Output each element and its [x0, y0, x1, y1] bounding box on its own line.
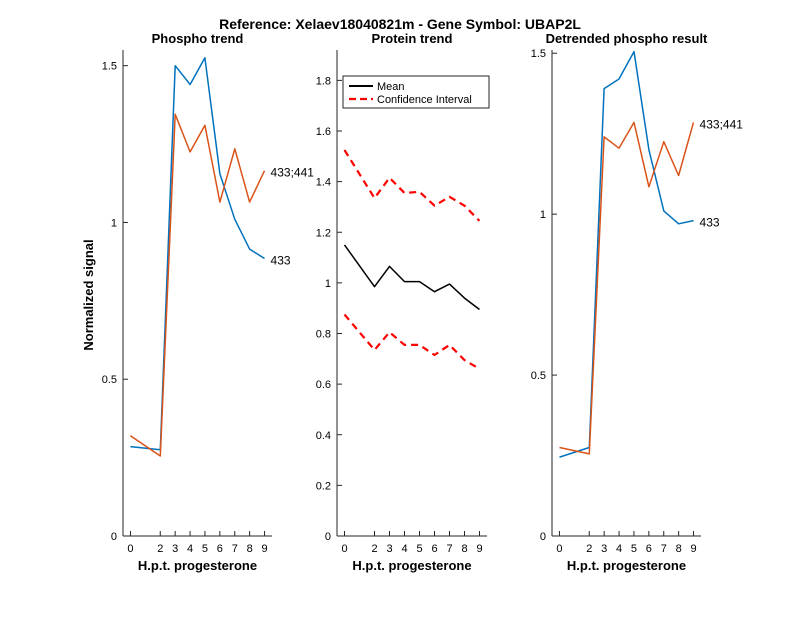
chart-3-x-tick-label: 4: [616, 543, 622, 555]
chart-1-panel: 0 0.5 1 1.5 0 2 3 4 5 6 7 8 9 Phospho trend H.p.t. pro…: [81, 31, 314, 573]
chart-2-legend-label: Confidence Interval: [377, 94, 472, 106]
chart-2-series-2-line: [343, 149, 481, 222]
chart-3-y-tick-label: 0.5: [531, 370, 546, 382]
chart-1-y-tick-label: 0.5: [102, 374, 117, 386]
chart-2-x-tick-label: 3: [386, 543, 392, 555]
chart-3-title: Detrended phospho result: [546, 31, 708, 46]
chart-1-y-tick-label: 0: [111, 531, 117, 543]
chart-2-y-tick-label: 0: [325, 531, 331, 543]
chart-3-series-label: 433: [700, 216, 720, 230]
chart-3-x-tick-label: 0: [556, 543, 562, 555]
chart-2-legend-label: Mean: [377, 81, 405, 93]
chart-1-x-tick-label: 5: [202, 543, 208, 555]
chart-2-y-tick-label: 0.8: [316, 329, 331, 341]
chart-3-series-1-line: [559, 50, 694, 458]
chart-2-panel: 0 0.2 0.4 0.6 0.8 1 1.2 1.4 1.6 1.8 0 2 3 4 5 6 7 8 9 Prote…: [316, 31, 490, 573]
chart-2-x-tick-label: 2: [371, 543, 377, 555]
chart-1-x-tick-label: 7: [232, 543, 238, 555]
chart-2-x-label: H.p.t. progesterone: [352, 558, 471, 573]
chart-1-series-label: 433;441: [271, 166, 315, 180]
chart-3-x-tick-label: 8: [676, 543, 682, 555]
chart-1-x-tick-label: 9: [261, 543, 267, 555]
chart-2-title: Protein trend: [372, 31, 453, 46]
chart-1-x-tick-label: 6: [217, 543, 223, 555]
chart-3-x-tick-label: 5: [631, 543, 637, 555]
chart-2-x-tick-label: 4: [401, 543, 407, 555]
chart-2-x-tick-label: 9: [476, 543, 482, 555]
chart-3-y-tick-label: 1: [540, 209, 546, 221]
chart-3-series-2-line: [559, 121, 695, 455]
chart-1-x-tick-label: 4: [187, 543, 193, 555]
chart-1-series-label: 433: [271, 254, 291, 268]
chart-1-x-tick-label: 8: [247, 543, 253, 555]
chart-1-x-label: H.p.t. progesterone: [138, 558, 257, 573]
chart-2-y-tick-label: 1.6: [316, 126, 331, 138]
chart-3-panel: 0 0.5 1 1.5 0 2 3 4 5 6 7 8 9 Detrended phospho resul…: [531, 31, 744, 573]
chart-3-x-label: H.p.t. progesterone: [567, 558, 686, 573]
chart-1-series-1-line: [130, 57, 265, 451]
chart-2-y-tick-label: 0.6: [316, 379, 331, 391]
chart-1-x-tick-label: 2: [157, 543, 163, 555]
chart-2-x-tick-label: 6: [431, 543, 437, 555]
chart-1-series-2-line: [129, 113, 266, 457]
chart-1-title: Phospho trend: [152, 31, 244, 46]
chart-3-x-tick-label: 2: [586, 543, 592, 555]
chart-2-y-tick-label: 1.2: [316, 227, 331, 239]
chart-3-x-tick-label: 7: [661, 543, 667, 555]
chart-2-legend-box: [342, 75, 490, 109]
figure-suptitle: Reference: Xelaev18040821m - Gene Symbol…: [219, 16, 581, 32]
chart-2-x-tick-label: 8: [461, 543, 467, 555]
chart-3-x-tick-label: 3: [601, 543, 607, 555]
chart-1-x-tick-label: 3: [172, 543, 178, 555]
chart-1-x-tick-label: 0: [127, 543, 133, 555]
chart-2-series-1-line: [343, 244, 480, 311]
chart-2-x-tick-label: 5: [416, 543, 422, 555]
chart-2-y-tick-label: 0.2: [316, 480, 331, 492]
chart-3-series-label: 433;441: [700, 117, 744, 131]
chart-2-y-tick-label: 1.4: [316, 177, 331, 189]
chart-3-x-tick-label: 9: [690, 543, 696, 555]
chart-2-x-tick-label: 7: [446, 543, 452, 555]
chart-3-x-tick-label: 6: [646, 543, 652, 555]
chart-1-y-tick-label: 1.5: [102, 61, 117, 73]
chart-2-series-3-line: [343, 313, 481, 370]
chart-2-y-tick-label: 1: [325, 278, 331, 290]
chart-1-y-label: Normalized signal: [81, 239, 96, 350]
chart-1-y-tick-label: 1: [111, 217, 117, 229]
chart-3-y-tick-label: 1.5: [531, 48, 546, 60]
chart-3-y-tick-label: 0: [540, 531, 546, 543]
chart-2-y-tick-label: 0.4: [316, 430, 331, 442]
chart-2-x-tick-label: 0: [341, 543, 347, 555]
chart-2-y-tick-label: 1.8: [316, 75, 331, 87]
